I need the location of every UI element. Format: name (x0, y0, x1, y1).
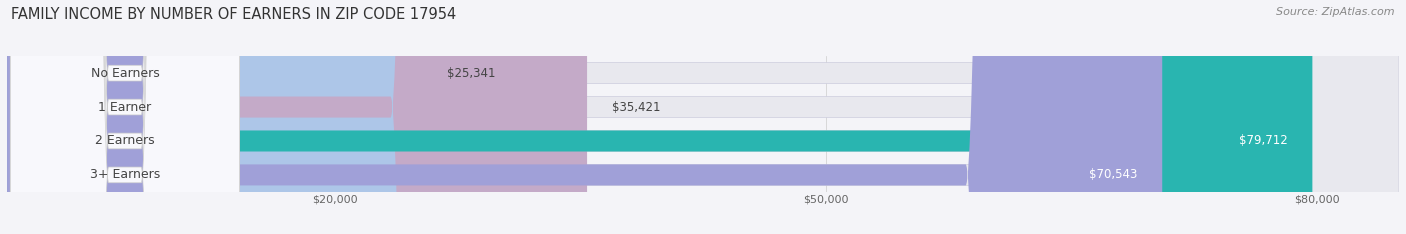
FancyBboxPatch shape (10, 0, 239, 234)
Text: 1 Earner: 1 Earner (98, 101, 152, 113)
FancyBboxPatch shape (7, 0, 422, 234)
FancyBboxPatch shape (7, 0, 1312, 234)
Text: $70,543: $70,543 (1090, 168, 1137, 181)
FancyBboxPatch shape (7, 0, 1399, 234)
FancyBboxPatch shape (7, 0, 588, 234)
FancyBboxPatch shape (10, 0, 239, 234)
Text: Source: ZipAtlas.com: Source: ZipAtlas.com (1277, 7, 1395, 17)
FancyBboxPatch shape (7, 0, 1399, 234)
FancyBboxPatch shape (10, 0, 239, 234)
Text: 2 Earners: 2 Earners (96, 135, 155, 147)
Text: $25,341: $25,341 (447, 67, 495, 80)
Text: $35,421: $35,421 (612, 101, 661, 113)
Text: $79,712: $79,712 (1239, 135, 1288, 147)
FancyBboxPatch shape (7, 0, 1399, 234)
FancyBboxPatch shape (7, 0, 1399, 234)
Text: FAMILY INCOME BY NUMBER OF EARNERS IN ZIP CODE 17954: FAMILY INCOME BY NUMBER OF EARNERS IN ZI… (11, 7, 457, 22)
Text: No Earners: No Earners (90, 67, 159, 80)
FancyBboxPatch shape (7, 0, 1163, 234)
Text: 3+ Earners: 3+ Earners (90, 168, 160, 181)
FancyBboxPatch shape (10, 0, 239, 234)
